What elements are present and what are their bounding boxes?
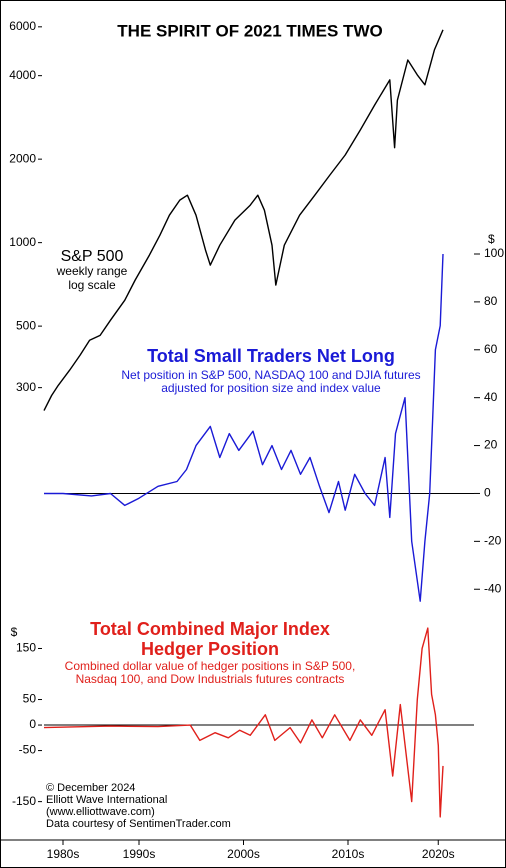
y-tick-label: 1000 <box>9 235 36 249</box>
panel-subtitle: Net position in S&P 500, NASDAQ 100 and … <box>121 368 420 382</box>
y-tick-label: -150 <box>12 794 36 808</box>
y-tick-label: 0 <box>484 486 491 500</box>
x-tick-label: 2000s <box>227 847 260 861</box>
x-tick-label: 1980s <box>47 847 80 861</box>
credit: (www.elliottwave.com) <box>46 806 155 818</box>
panel-subtitle: Nasdaq 100, and Dow Industrials futures … <box>76 672 345 686</box>
y-tick-label: 2000 <box>9 151 36 165</box>
x-tick-label: 2020s <box>422 847 455 861</box>
y-tick-label: -50 <box>19 743 37 757</box>
series-line <box>44 253 444 602</box>
panel-subtitle: Combined dollar value of hedger position… <box>65 659 356 673</box>
series-line <box>43 627 444 818</box>
y-tick-label: 4000 <box>9 68 36 82</box>
series-line <box>43 29 444 411</box>
y-unit: $ <box>11 625 18 639</box>
annotation: weekly range <box>56 264 128 278</box>
y-tick-label: 6000 <box>9 19 36 33</box>
y-tick-label: 50 <box>23 692 37 706</box>
y-tick-label: -40 <box>484 581 502 595</box>
panel-title: Total Combined Major Index <box>90 619 330 639</box>
credit: Data courtesy of SentimenTrader.com <box>46 818 231 830</box>
annotation: log scale <box>68 278 116 292</box>
x-tick-label: 2010s <box>332 847 365 861</box>
y-tick-label: 150 <box>16 641 36 655</box>
credit: © December 2024 <box>46 782 135 794</box>
series-label: S&P 500 <box>61 248 124 265</box>
panel-title: Hedger Position <box>141 639 279 659</box>
y-tick-label: -20 <box>484 534 502 548</box>
y-tick-label: 60 <box>484 342 498 356</box>
panel-title: Total Small Traders Net Long <box>147 346 395 366</box>
y-tick-label: 300 <box>16 380 36 394</box>
y-tick-label: 500 <box>16 318 36 332</box>
credit: Elliott Wave International <box>46 794 167 806</box>
y-tick-label: 20 <box>484 438 498 452</box>
y-tick-label: 0 <box>29 717 36 731</box>
chart-title: THE SPIRIT OF 2021 TIMES TWO <box>117 21 382 40</box>
panel-subtitle: adjusted for position size and index val… <box>161 381 381 395</box>
y-tick-label: 80 <box>484 294 498 308</box>
y-unit: $ <box>488 232 495 246</box>
x-tick-label: 1990s <box>123 847 156 861</box>
y-tick-label: 100 <box>484 246 504 260</box>
y-tick-label: 40 <box>484 390 498 404</box>
